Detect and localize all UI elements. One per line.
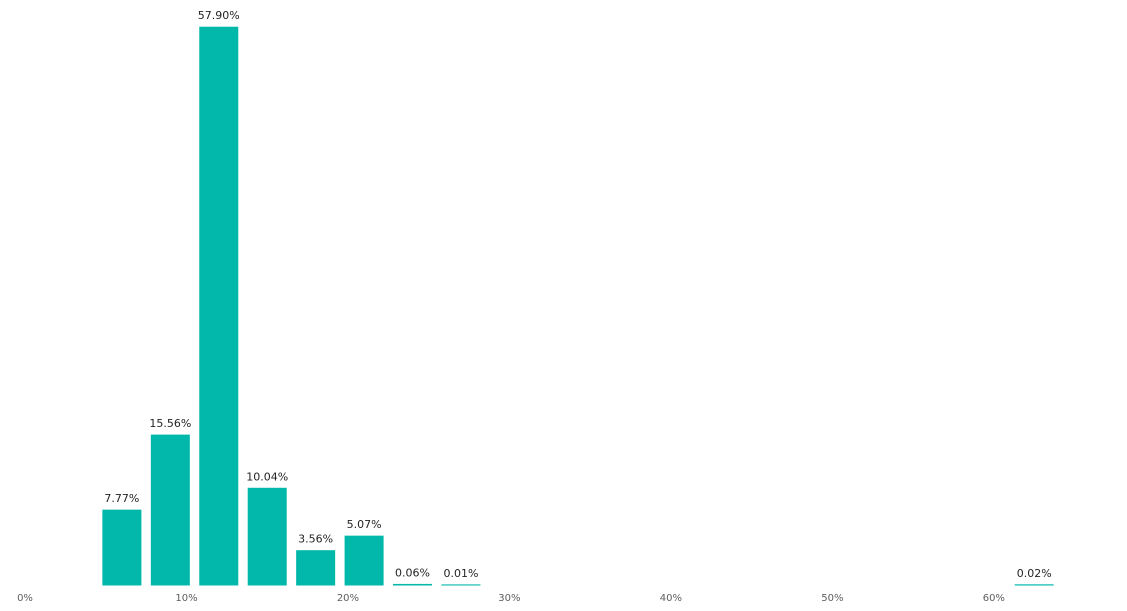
data-label: 0.01% <box>443 567 478 580</box>
bar <box>247 487 287 586</box>
bar <box>393 583 433 586</box>
bar <box>296 550 336 586</box>
bar <box>150 434 190 586</box>
bar <box>344 535 384 586</box>
data-label: 0.06% <box>395 566 430 579</box>
x-tick-label: 60% <box>983 593 1005 604</box>
x-tick-label: 10% <box>175 593 197 604</box>
data-label: 15.56% <box>149 417 191 430</box>
bar <box>102 509 142 586</box>
data-label: 3.56% <box>298 533 333 546</box>
data-label: 7.77% <box>104 492 139 505</box>
data-label: 5.07% <box>347 518 382 531</box>
x-tick-label: 50% <box>821 593 843 604</box>
x-tick-label: 40% <box>660 593 682 604</box>
x-tick-label: 0% <box>17 593 33 604</box>
x-tick-label: 30% <box>498 593 520 604</box>
data-label: 0.02% <box>1017 567 1052 580</box>
data-label: 57.90% <box>198 9 240 22</box>
x-tick-label: 20% <box>337 593 359 604</box>
data-label: 10.04% <box>246 470 288 483</box>
bar <box>199 26 239 586</box>
